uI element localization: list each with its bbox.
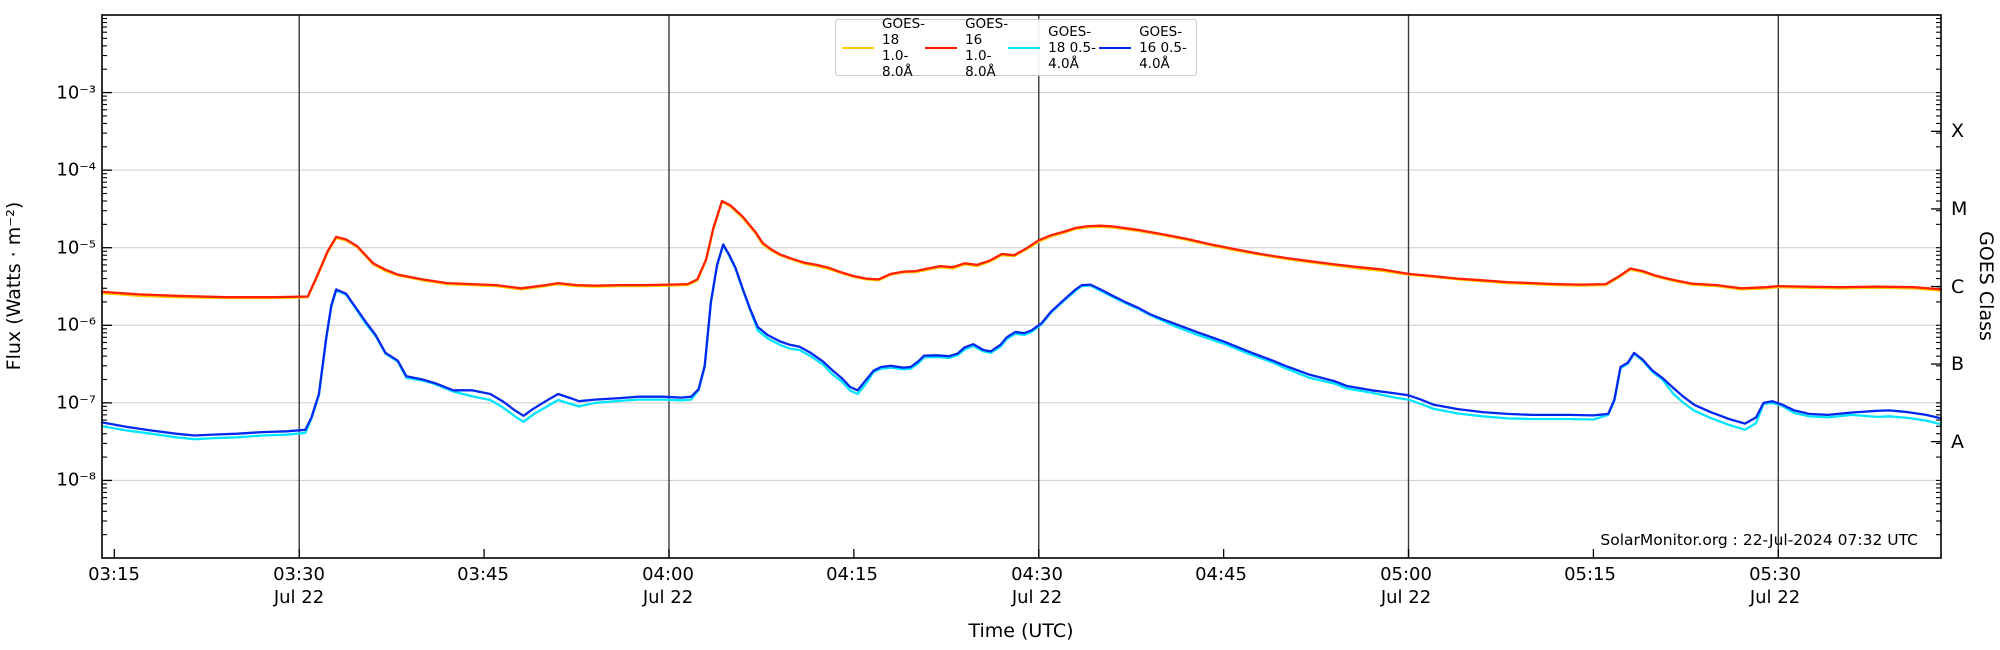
class-tick-x: X (1951, 120, 1965, 142)
legend-label-goes18-short: GOES-18 0.5-4.0Å (1048, 23, 1096, 72)
y-axis-title: Flux (Watts · m⁻²) (3, 201, 25, 371)
legend: GOES-18 1.0-8.0Å GOES-16 1.0-8.0Å GOES-1… (835, 16, 1197, 80)
y-tick-1e-4: 10⁻⁴ (56, 159, 96, 181)
x-subtick-jul22-0330: Jul 22 (273, 587, 325, 608)
x-tick-0500: 05:00 (1380, 564, 1432, 585)
class-tick-b: B (1951, 353, 1965, 375)
class-tick-a: A (1951, 431, 1964, 453)
legend-item-goes18-long: GOES-18 1.0-8.0Å (842, 16, 925, 80)
x-tick-0515: 05:15 (1564, 564, 1616, 585)
class-tick-c: C (1951, 276, 1965, 298)
legend-label-goes16-long: GOES-16 1.0-8.0Å (965, 15, 1009, 80)
x-subtick-jul22-0400: Jul 22 (642, 587, 694, 608)
x-axis-title: Time (UTC) (968, 620, 1074, 642)
x-tick-0345: 03:45 (457, 564, 509, 585)
y-tick-1e-6: 10⁻⁶ (56, 314, 96, 336)
x-tick-0315: 03:15 (88, 564, 140, 585)
y-tick-1e-3: 10⁻³ (56, 82, 96, 104)
x-tick-0400: 04:00 (642, 564, 694, 585)
watermark-text: SolarMonitor.org : 22-Jul-2024 07:32 UTC (1600, 531, 1918, 549)
y-tick-1e-7: 10⁻⁷ (56, 392, 96, 414)
legend-label-goes18-long: GOES-18 1.0-8.0Å (882, 15, 926, 80)
x-tick-0445: 04:45 (1195, 564, 1247, 585)
legend-swatch-goes16-short (1099, 46, 1132, 49)
y-tick-1e-5: 10⁻⁵ (56, 237, 96, 259)
legend-swatch-goes16-long (925, 46, 958, 49)
legend-swatch-goes18-short (1008, 46, 1041, 49)
x-tick-0330: 03:30 (273, 564, 325, 585)
legend-swatch-goes18-long (842, 46, 874, 49)
x-tick-0430: 04:30 (1011, 564, 1063, 585)
legend-item-goes16-short: GOES-16 0.5-4.0Å (1099, 24, 1190, 72)
legend-item-goes16-long: GOES-16 1.0-8.0Å (925, 16, 1008, 80)
y-tick-1e-8: 10⁻⁸ (56, 469, 96, 491)
x-subtick-jul22-0530: Jul 22 (1749, 587, 1801, 608)
x-tick-0530: 05:30 (1749, 564, 1801, 585)
x-subtick-jul22-0500: Jul 22 (1380, 587, 1432, 608)
class-tick-m: M (1951, 198, 1968, 220)
right-axis-title: GOES Class (1975, 231, 1997, 341)
x-tick-0415: 04:15 (826, 564, 878, 585)
legend-label-goes16-short: GOES-16 0.5-4.0Å (1139, 23, 1187, 72)
legend-item-goes18-short: GOES-18 0.5-4.0Å (1008, 24, 1099, 72)
x-subtick-jul22-0430: Jul 22 (1011, 587, 1063, 608)
